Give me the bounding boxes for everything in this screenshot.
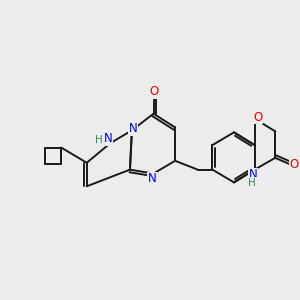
Text: O: O (149, 85, 158, 98)
Text: N: N (129, 122, 138, 135)
Text: H: H (248, 178, 256, 188)
Text: H: H (95, 135, 103, 145)
Text: N: N (148, 172, 156, 185)
Text: N: N (103, 132, 112, 145)
Text: O: O (254, 111, 263, 124)
Text: N: N (249, 168, 257, 182)
Text: O: O (290, 158, 299, 171)
